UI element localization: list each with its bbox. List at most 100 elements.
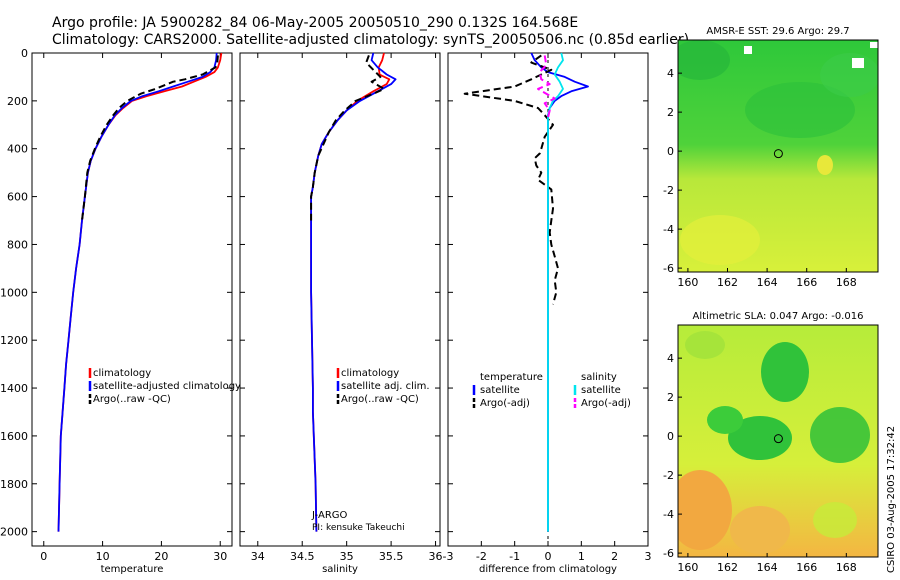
temperature-y-tick-label: 600 xyxy=(7,191,28,204)
sst-map-y-tick-label: 0 xyxy=(667,145,674,158)
sst-map-x-tick-label: 160 xyxy=(677,276,698,289)
sla-map-y-tick-label: 2 xyxy=(667,391,674,404)
sst-map-patch xyxy=(678,40,730,80)
difference-x-tick-label: -3 xyxy=(443,550,454,563)
sst-map-patch xyxy=(745,82,855,138)
sla-map-axes: 160 162 164 166 168 -6 -4 -2 0 2 4 xyxy=(663,352,857,574)
temperature-y-tick-label: 0 xyxy=(21,47,28,60)
difference-panel: -3 -2 -1 0 1 2 3 difference from climatology tem… xyxy=(443,52,652,575)
sla-map-y-tick-label: -4 xyxy=(663,508,674,521)
temperature-y-tick-label: 1200 xyxy=(0,334,28,347)
difference-legend-label: satellite xyxy=(480,385,520,396)
difference-x-tick-label: -2 xyxy=(476,550,487,563)
sst-map-y-tick-label: 2 xyxy=(667,106,674,119)
salinity-annotation-program: J-ARGO xyxy=(311,510,348,521)
sst-map-patch xyxy=(820,53,878,97)
figure-title-line2: Climatology: CARS2000. Satellite-adjuste… xyxy=(52,32,689,48)
sst-map-axes: 160 162 164 166 168 -6 -4 -2 0 2 4 xyxy=(663,67,857,289)
difference-x-tick-label: 2 xyxy=(611,550,618,563)
sla-map-argo-marker xyxy=(773,434,783,444)
sla-map-y-tick-label: -2 xyxy=(663,469,674,482)
temperature-y-tick-label: 800 xyxy=(7,238,28,251)
temperature-y-tick-label: 1000 xyxy=(0,286,28,299)
difference-x-axis-label: difference from climatology xyxy=(479,564,617,575)
sla-map-patch xyxy=(678,470,732,550)
sla-map-x-tick-label: 162 xyxy=(717,561,738,574)
temperature-y-tick-label: 1400 xyxy=(0,382,28,395)
salinity-x-tick-label: 34.5 xyxy=(290,550,315,563)
temperature-legend-label: Argo(..raw -QC) xyxy=(93,394,171,405)
sla-map-patch xyxy=(707,406,743,434)
salinity-x-tick-label: 36 xyxy=(429,550,443,563)
salinity-panel: 34 34.5 35 35.5 36 salinity climatology satelli… xyxy=(239,52,443,575)
sla-map-x-tick-label: 160 xyxy=(677,561,698,574)
difference-legend-label: Argo(-adj) xyxy=(480,398,530,409)
difference-x-tick-label: 0 xyxy=(545,550,552,563)
sst-map-frame xyxy=(677,39,879,273)
sst-map-y-tick-label: -2 xyxy=(663,184,674,197)
temperature-x-tick-label: 0 xyxy=(40,550,47,563)
difference-legend-label: satellite xyxy=(581,385,621,396)
difference-x-tick-label: 3 xyxy=(645,550,652,563)
difference-legend-label: salinity xyxy=(581,372,617,383)
sst-map-title: AMSR-E SST: 29.6 Argo: 29.7 xyxy=(706,26,849,37)
temperature-x-tick-label: 30 xyxy=(213,550,227,563)
difference-x-tick-label: 1 xyxy=(578,550,585,563)
sst-map-panel: AMSR-E SST: 29.6 Argo: 29.7 160 162 164 166… xyxy=(663,26,879,289)
salinity-x-tick-label: 35.5 xyxy=(379,550,404,563)
sla-map-x-tick-label: 166 xyxy=(796,561,817,574)
sla-map-patch xyxy=(810,407,870,463)
sla-map-frame xyxy=(677,324,879,558)
footer-stamp: CSIRO 03-Aug-2005 17:32:42 xyxy=(886,426,897,573)
sst-map-patch xyxy=(680,215,760,265)
temperature-legend-label: climatology xyxy=(93,368,151,379)
sst-map-x-tick-label: 166 xyxy=(796,276,817,289)
salinity-plot-frame xyxy=(239,52,441,547)
difference-legend-label: temperature xyxy=(480,372,543,383)
difference-x-tick-label: -1 xyxy=(509,550,520,563)
sla-map-y-tick-label: 4 xyxy=(667,352,674,365)
salinity-x-tick-label: 34 xyxy=(251,550,265,563)
sla-map-patch xyxy=(813,502,857,538)
temperature-panel: 0 10 20 30 0 200 400 600 800 1000 1200 1400 1600 1800… xyxy=(0,47,241,575)
salinity-annotation-pi: PI: kensuke Takeuchi xyxy=(312,523,405,533)
temperature-y-tick-label: 400 xyxy=(7,143,28,156)
sst-map-x-tick-label: 164 xyxy=(757,276,778,289)
sla-map-patch xyxy=(728,416,792,460)
sla-map-patch xyxy=(730,506,790,554)
sst-map-patch xyxy=(817,155,833,175)
salinity-x-axis-label: salinity xyxy=(322,564,358,575)
difference-series-line xyxy=(463,54,559,305)
salinity-legend-label: climatology xyxy=(341,368,399,379)
sla-map-panel: Altimetric SLA: 0.047 Argo: -0.016 160 16… xyxy=(663,311,879,574)
temperature-x-axis-label: temperature xyxy=(101,564,164,575)
sst-map-argo-marker xyxy=(773,149,783,159)
difference-series-line xyxy=(537,55,556,118)
temperature-legend-label: satellite-adjusted climatology xyxy=(93,381,241,392)
salinity-series-line xyxy=(310,55,385,221)
temperature-series-line xyxy=(81,55,219,221)
sst-map-x-tick-label: 168 xyxy=(836,276,857,289)
temperature-y-tick-label: 1600 xyxy=(0,430,28,443)
temperature-x-tick-label: 10 xyxy=(96,550,110,563)
salinity-legend-label: Argo(..raw -QC) xyxy=(341,394,419,405)
sst-map-y-tick-label: 4 xyxy=(667,67,674,80)
sst-map-x-tick-label: 162 xyxy=(717,276,738,289)
sla-map-x-tick-label: 164 xyxy=(757,561,778,574)
sla-map-y-tick-label: 0 xyxy=(667,430,674,443)
sst-map-y-tick-label: -6 xyxy=(663,262,674,275)
salinity-legend-label: satellite adj. clim. xyxy=(341,381,430,392)
sst-map-y-tick-label: -4 xyxy=(663,223,674,236)
temperature-y-tick-label: 1800 xyxy=(0,478,28,491)
sst-map-missing-cell xyxy=(852,58,864,68)
figure-title-line1: Argo profile: JA 5900282_84 06-May-2005 … xyxy=(52,15,578,31)
sst-map-missing-cell xyxy=(870,42,878,48)
sla-map-y-tick-label: -6 xyxy=(663,547,674,560)
temperature-x-tick-label: 20 xyxy=(154,550,168,563)
difference-legend-label: Argo(-adj) xyxy=(581,398,631,409)
temperature-y-tick-label: 2000 xyxy=(0,526,28,539)
sla-map-patch xyxy=(761,342,809,402)
sla-map-x-tick-label: 168 xyxy=(836,561,857,574)
sst-map-missing-cell xyxy=(744,46,752,54)
